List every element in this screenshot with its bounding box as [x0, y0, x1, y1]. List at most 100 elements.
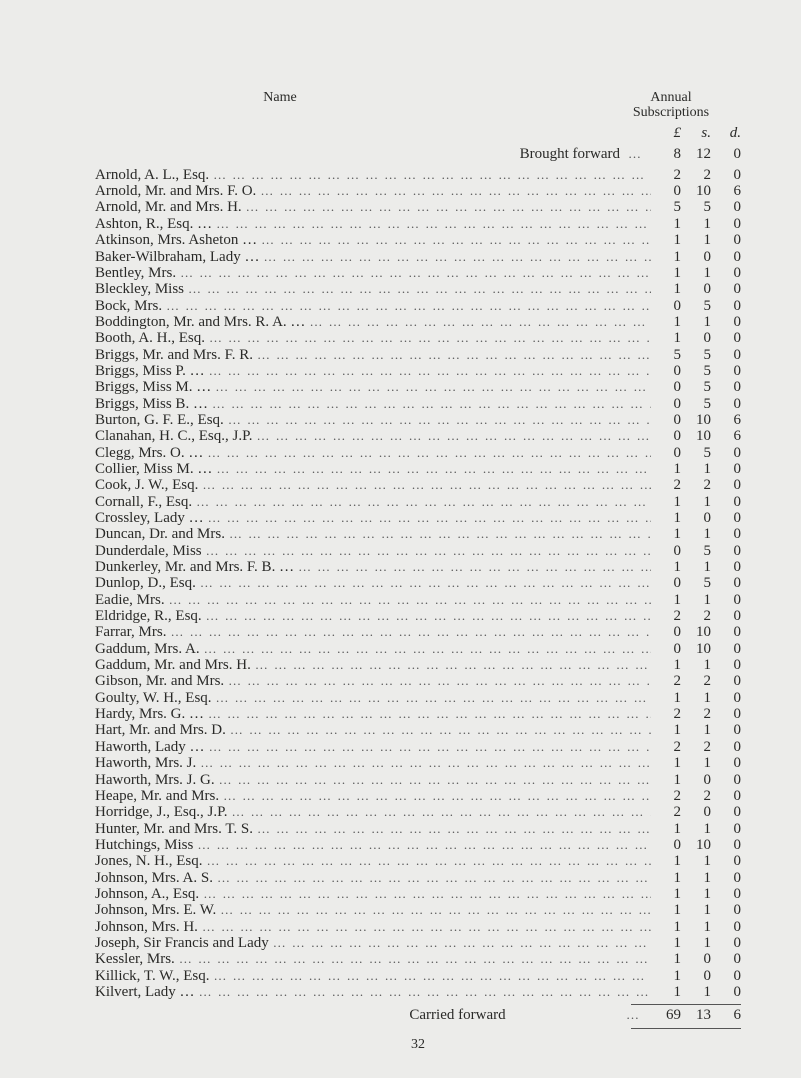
dots: … [628, 146, 647, 162]
table-row: Boddington, Mr. and Mrs. R. A. ………………………… [95, 314, 741, 330]
leader-dots: …………………………………………………………………… [251, 658, 651, 672]
brought-forward-row: Brought forward … 8 12 0 [95, 146, 741, 163]
amount-l: 0 [651, 396, 681, 412]
header-name-label: Name [95, 90, 465, 121]
amount-d: 0 [711, 821, 741, 837]
amount-s: 10 [681, 641, 711, 657]
amount-d: 0 [711, 477, 741, 493]
subscriber-name: Collier, Miss M. … [95, 461, 212, 477]
amount-l: 2 [651, 477, 681, 493]
leader-dots: …………………………………………………………………… [192, 495, 651, 509]
amount-s: 1 [681, 216, 711, 232]
table-row: Hutchings, Miss…………………………………………………………………… [95, 837, 741, 853]
amount-d: 0 [711, 772, 741, 788]
table-row: Eldridge, R., Esq.…………………………………………………………… [95, 608, 741, 624]
amount-d: 0 [711, 445, 741, 461]
subscriber-name: Eadie, Mrs. [95, 592, 165, 608]
amount-s: 2 [681, 739, 711, 755]
table-row: Kilvert, Lady ……………………………………………………………………… [95, 984, 741, 1000]
subscriber-name: Gaddum, Mrs. A. [95, 641, 200, 657]
header-subs-label: Annual Subscriptions [601, 90, 741, 121]
amount-l: 1 [651, 821, 681, 837]
amount-l: 1 [651, 722, 681, 738]
amount-s: 10 [681, 183, 711, 199]
leader-dots: …………………………………………………………………… [176, 266, 651, 280]
table-row: Clegg, Mrs. O. …………………………………………………………………… [95, 445, 741, 461]
leader-dots: …………………………………………………………………… [198, 478, 651, 492]
table-row: Bleckley, Miss……………………………………………………………………… [95, 281, 741, 297]
amount-d: 0 [711, 494, 741, 510]
subscriber-name: Briggs, Miss P. … [95, 363, 205, 379]
page: Name Annual Subscriptions £ s. d. Brough… [0, 0, 801, 1078]
leader-dots: …………………………………………………………………… [202, 609, 651, 623]
bf-d: 0 [711, 146, 741, 163]
amount-d: 0 [711, 232, 741, 248]
amount-d: 0 [711, 951, 741, 967]
amount-d: 0 [711, 935, 741, 951]
leader-dots: …………………………………………………………………… [195, 985, 651, 999]
subscriber-name: Haworth, Lady … [95, 739, 205, 755]
amount: 550 [651, 199, 741, 215]
amount-s: 1 [681, 265, 711, 281]
table-row: Kessler, Mrs.……………………………………………………………………1… [95, 951, 741, 967]
amount-l: 5 [651, 199, 681, 215]
table-row: Heape, Mr. and Mrs.………………………………………………………… [95, 788, 741, 804]
amount-d: 0 [711, 330, 741, 346]
amount-l: 1 [651, 919, 681, 935]
amount-d: 0 [711, 690, 741, 706]
amount-l: 1 [651, 592, 681, 608]
bf-l: 8 [651, 146, 681, 163]
amount: 100 [651, 249, 741, 265]
subscriber-name: Eldridge, R., Esq. [95, 608, 202, 624]
amount-d: 0 [711, 281, 741, 297]
amount: 110 [651, 902, 741, 918]
header-subs-line1: Annual [650, 90, 691, 105]
subscriber-name: Arnold, Mr. and Mrs. H. [95, 199, 242, 215]
leader-dots: …………………………………………………………………… [202, 544, 651, 558]
table-row: Briggs, Miss P. ………………………………………………………………… [95, 363, 741, 379]
amount-d: 0 [711, 919, 741, 935]
leader-dots: …………………………………………………………………… [193, 838, 651, 852]
amount: 110 [651, 559, 741, 575]
amount-s: 2 [681, 706, 711, 722]
amount-l: 1 [651, 984, 681, 1000]
amount-s: 1 [681, 690, 711, 706]
amount: 110 [651, 935, 741, 951]
amount: 220 [651, 788, 741, 804]
amount-d: 0 [711, 722, 741, 738]
brought-forward-label: Brought forward [520, 146, 620, 163]
amount: 110 [651, 853, 741, 869]
amount: 110 [651, 984, 741, 1000]
amount-s: 5 [681, 396, 711, 412]
leader-dots: …………………………………………………………………… [257, 233, 651, 247]
amount-s: 10 [681, 412, 711, 428]
amount-s: 0 [681, 968, 711, 984]
table-row: Arnold, A. L., Esq.………………………………………………………… [95, 167, 741, 183]
table-row: Cook, J. W., Esq.……………………………………………………………… [95, 477, 741, 493]
amount-l: 1 [651, 772, 681, 788]
leader-dots: …………………………………………………………………… [224, 674, 651, 688]
amount-d: 0 [711, 543, 741, 559]
amount-l: 1 [651, 281, 681, 297]
amount: 110 [651, 232, 741, 248]
subscriber-name: Johnson, A., Esq. [95, 886, 199, 902]
amount-s: 1 [681, 821, 711, 837]
amount-l: 1 [651, 314, 681, 330]
table-row: Joseph, Sir Francis and Lady………………………………… [95, 935, 741, 951]
amount-s: 2 [681, 788, 711, 804]
amount-s: 1 [681, 886, 711, 902]
amount-d: 0 [711, 837, 741, 853]
amount-d: 0 [711, 853, 741, 869]
leader-dots: …………………………………………………………………… [175, 952, 651, 966]
amount-s: 0 [681, 249, 711, 265]
amount-l: 1 [651, 657, 681, 673]
subscriber-name: Clanahan, H. C., Esq., J.P. [95, 428, 253, 444]
amount: 100 [651, 968, 741, 984]
amount-d: 0 [711, 624, 741, 640]
table-row: Baker-Wilbraham, Lady ………………………………………………… [95, 249, 741, 265]
amount-l: 1 [651, 853, 681, 869]
amount-l: 0 [651, 837, 681, 853]
subscriber-name: Arnold, A. L., Esq. [95, 167, 209, 183]
amount-l: 1 [651, 968, 681, 984]
leader-dots: …………………………………………………………………… [225, 527, 651, 541]
